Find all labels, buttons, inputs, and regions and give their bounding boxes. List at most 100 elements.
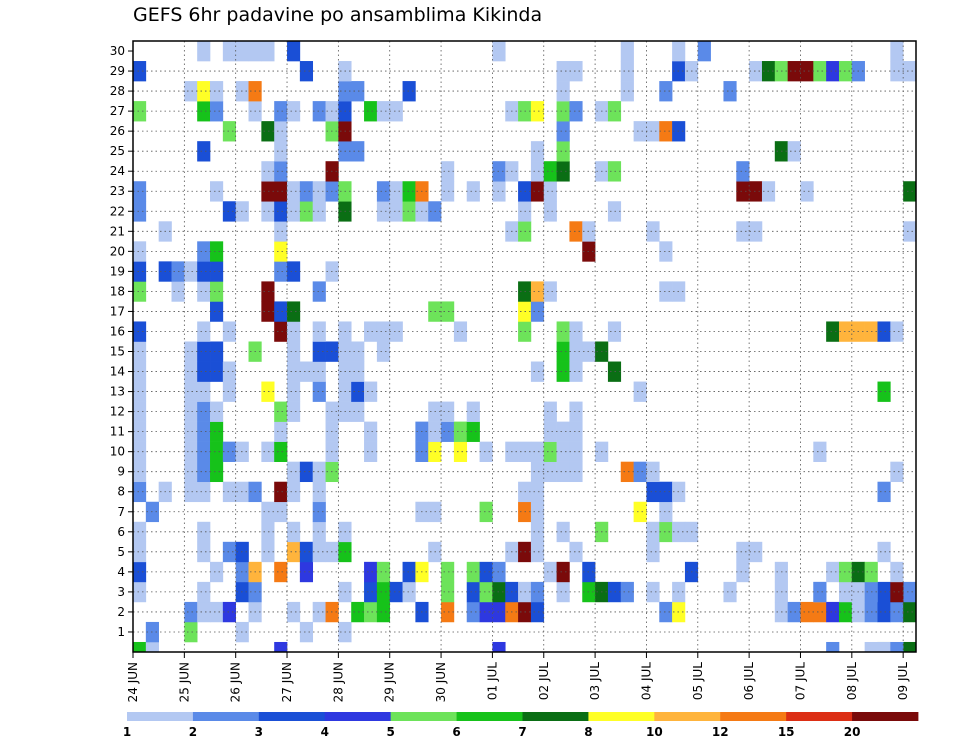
heatmap-cell	[274, 441, 288, 462]
heatmap-cell	[312, 181, 326, 202]
heatmap-cell	[287, 461, 301, 483]
heatmap-cell	[133, 541, 147, 563]
heatmap-cell	[210, 101, 224, 122]
heatmap-cell	[133, 461, 147, 483]
heatmap-cell	[556, 101, 570, 122]
colorbar-swatch	[390, 712, 457, 721]
heatmap-cell	[274, 641, 288, 653]
heatmap-cell	[890, 601, 904, 623]
heatmap-cell	[376, 581, 391, 603]
heatmap-cell	[133, 201, 147, 222]
heatmap-cell	[569, 361, 583, 382]
heatmap-cell	[376, 601, 391, 623]
heatmap-cell	[312, 461, 326, 483]
colorbar-swatch	[522, 712, 589, 721]
y-tick-label: 1	[117, 625, 125, 639]
y-tick-label: 8	[117, 485, 125, 499]
heatmap-cell	[826, 601, 840, 623]
heatmap-cell	[556, 121, 570, 142]
heatmap-cell	[197, 481, 211, 503]
heatmap-cell	[145, 641, 159, 653]
heatmap-cell	[402, 201, 416, 222]
heatmap-cell	[530, 461, 545, 483]
heatmap-cell	[287, 201, 301, 222]
heatmap-cell	[890, 321, 904, 342]
heatmap-cell	[184, 81, 198, 102]
heatmap-cell	[543, 181, 557, 202]
heatmap-cell	[261, 301, 275, 322]
x-tick-label: 05 JUL	[691, 662, 705, 700]
heatmap-cell	[184, 261, 198, 282]
heatmap-cell	[864, 641, 878, 653]
heatmap-cell	[197, 601, 211, 623]
heatmap-cell	[287, 341, 301, 362]
heatmap-cell	[312, 381, 326, 402]
heatmap-cell	[389, 321, 403, 342]
heatmap-cell	[287, 541, 301, 563]
y-tick-label: 26	[110, 124, 125, 138]
heatmap-cell	[312, 201, 326, 222]
heatmap-cell	[376, 181, 391, 202]
heatmap-cell	[287, 41, 301, 62]
heatmap-cell	[351, 401, 365, 422]
heatmap-cell	[197, 361, 211, 382]
heatmap-cell	[530, 441, 545, 462]
heatmap-cell	[723, 81, 737, 102]
heatmap-cell	[569, 321, 583, 342]
heatmap-cell	[133, 381, 147, 402]
heatmap-cell	[466, 561, 480, 583]
heatmap-cell	[569, 441, 583, 462]
colorbar-label: 5	[386, 725, 394, 739]
heatmap-cell	[389, 101, 403, 122]
y-tick-label: 23	[110, 184, 125, 198]
colorbar-swatch	[588, 712, 655, 721]
heatmap-cell	[274, 241, 288, 262]
colorbar-label: 12	[712, 725, 729, 739]
heatmap-cell	[838, 61, 853, 82]
heatmap-cell	[210, 341, 224, 362]
heatmap-cell	[530, 181, 545, 202]
y-tick-label: 25	[110, 144, 125, 158]
heatmap-cell	[633, 121, 647, 142]
heatmap-cell	[287, 301, 301, 322]
heatmap-cell	[569, 421, 583, 442]
heatmap-cell	[376, 101, 391, 122]
heatmap-cell	[274, 141, 288, 162]
heatmap-cell	[197, 281, 211, 302]
y-tick-label: 14	[110, 365, 125, 379]
heatmap-cell	[184, 381, 198, 402]
y-tick-label: 3	[117, 585, 125, 599]
heatmap-cell	[530, 601, 545, 623]
heatmap-cell	[222, 601, 236, 623]
x-tick-label: 03 JUL	[588, 662, 602, 700]
heatmap-cell	[210, 361, 224, 382]
heatmap-cell	[736, 161, 750, 182]
heatmap-cell	[646, 461, 660, 483]
heatmap-cell	[261, 501, 275, 523]
heatmap-cell	[402, 581, 416, 603]
heatmap-cell	[479, 501, 493, 523]
heatmap-cell	[287, 481, 301, 503]
heatmap-cell	[133, 321, 147, 342]
y-tick-label: 11	[110, 425, 125, 439]
y-tick-label: 29	[110, 64, 125, 78]
heatmap-cell	[556, 361, 570, 382]
heatmap-cell	[197, 541, 211, 563]
heatmap-cell	[838, 601, 853, 623]
heatmap-cell	[890, 581, 904, 603]
heatmap-cell	[402, 81, 416, 102]
heatmap-cell	[351, 81, 365, 102]
heatmap-cell	[556, 341, 570, 362]
heatmap-cell	[274, 201, 288, 222]
heatmap-cell	[364, 601, 378, 623]
heatmap-cell	[274, 401, 288, 422]
colorbar-swatch	[127, 712, 194, 721]
heatmap-cell	[813, 441, 827, 462]
heatmap-cell	[210, 561, 224, 583]
heatmap-cell	[813, 61, 827, 82]
heatmap-cell	[787, 141, 801, 162]
heatmap-cell	[210, 441, 224, 462]
heatmap-cell	[556, 561, 570, 583]
heatmap-cell	[184, 621, 198, 643]
heatmap-cell	[530, 581, 545, 603]
